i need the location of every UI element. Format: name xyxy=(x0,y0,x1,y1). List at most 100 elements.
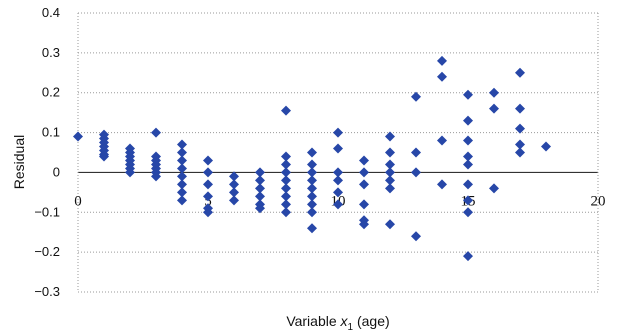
y-tick-label: −0.2 xyxy=(34,244,60,259)
y-tick-label: −0.3 xyxy=(34,284,60,299)
data-point xyxy=(359,219,369,230)
data-point xyxy=(203,191,213,202)
x-axis-title-main: Variable xyxy=(286,313,340,329)
data-point xyxy=(515,123,525,134)
y-tick-label: −0.1 xyxy=(34,204,60,219)
data-point xyxy=(463,179,473,190)
data-point xyxy=(307,223,317,234)
data-point xyxy=(255,175,265,186)
data-point xyxy=(385,175,395,186)
data-point xyxy=(437,135,447,146)
data-point xyxy=(463,251,473,262)
data-point xyxy=(281,159,291,170)
data-point xyxy=(125,167,135,178)
data-point xyxy=(177,155,187,166)
data-point xyxy=(359,155,369,166)
data-point xyxy=(333,167,343,178)
data-point xyxy=(73,131,83,142)
y-tick-label: 0.4 xyxy=(42,5,60,20)
data-point xyxy=(463,89,473,100)
data-point xyxy=(463,151,473,162)
y-axis-title: Residual xyxy=(11,135,27,189)
x-axis-title-sub: 1 xyxy=(348,322,354,333)
data-point xyxy=(151,127,161,138)
data-point xyxy=(333,127,343,138)
y-tick-label: 0 xyxy=(53,164,60,179)
x-tick-label: 5 xyxy=(204,193,212,209)
y-tick-label: 0.2 xyxy=(42,85,60,100)
data-point xyxy=(99,151,109,162)
data-point xyxy=(359,179,369,190)
data-point xyxy=(463,115,473,126)
data-point xyxy=(307,207,317,218)
data-point xyxy=(281,183,291,194)
data-point xyxy=(333,187,343,198)
data-point xyxy=(385,183,395,194)
data-point xyxy=(307,191,317,202)
data-point xyxy=(307,183,317,194)
data-point xyxy=(281,191,291,202)
data-point xyxy=(177,187,187,198)
data-point xyxy=(281,167,291,178)
data-point xyxy=(229,171,239,182)
data-point xyxy=(515,103,525,114)
y-axis-ticks: 0.4 0.3 0.2 0.1 0 −0.1 −0.2 −0.3 xyxy=(34,5,60,299)
x-axis-title-rest: (age) xyxy=(353,313,390,329)
x-axis-title-var: x xyxy=(340,313,349,329)
data-point xyxy=(385,159,395,170)
data-point xyxy=(307,175,317,186)
data-point xyxy=(203,155,213,166)
data-point xyxy=(281,105,291,116)
data-point xyxy=(203,167,213,178)
data-point xyxy=(307,199,317,210)
data-point xyxy=(333,143,343,154)
data-point xyxy=(385,131,395,142)
data-points xyxy=(73,55,551,262)
data-point xyxy=(489,103,499,114)
data-point xyxy=(385,219,395,230)
y-tick-label: 0.1 xyxy=(42,125,60,140)
data-point xyxy=(385,167,395,178)
data-point xyxy=(177,139,187,150)
data-point xyxy=(151,171,161,182)
data-point xyxy=(411,231,421,242)
data-point xyxy=(281,207,291,218)
data-point xyxy=(411,167,421,178)
data-point xyxy=(359,199,369,210)
data-point xyxy=(359,167,369,178)
data-point xyxy=(177,179,187,190)
data-point xyxy=(307,147,317,158)
y-tick-label: 0.3 xyxy=(42,45,60,60)
data-point xyxy=(255,167,265,178)
data-point xyxy=(255,191,265,202)
data-point xyxy=(489,87,499,98)
data-point xyxy=(463,159,473,170)
data-point xyxy=(307,159,317,170)
data-point xyxy=(333,175,343,186)
data-point xyxy=(229,187,239,198)
x-tick-label: 0 xyxy=(74,193,82,209)
data-point xyxy=(177,163,187,174)
data-point xyxy=(411,147,421,158)
data-point xyxy=(463,195,473,206)
data-point xyxy=(229,179,239,190)
data-point xyxy=(437,55,447,66)
x-tick-label: 20 xyxy=(591,193,606,209)
data-point xyxy=(515,139,525,150)
data-point xyxy=(177,171,187,182)
data-point xyxy=(307,167,317,178)
data-point xyxy=(281,175,291,186)
data-point xyxy=(177,195,187,206)
data-point xyxy=(515,67,525,78)
data-point xyxy=(437,179,447,190)
data-point xyxy=(281,199,291,210)
data-point xyxy=(255,203,265,214)
data-point xyxy=(515,147,525,158)
data-point xyxy=(489,183,499,194)
data-point xyxy=(229,195,239,206)
data-point xyxy=(463,135,473,146)
data-point xyxy=(281,151,291,162)
data-point xyxy=(411,91,421,102)
data-point xyxy=(177,147,187,158)
